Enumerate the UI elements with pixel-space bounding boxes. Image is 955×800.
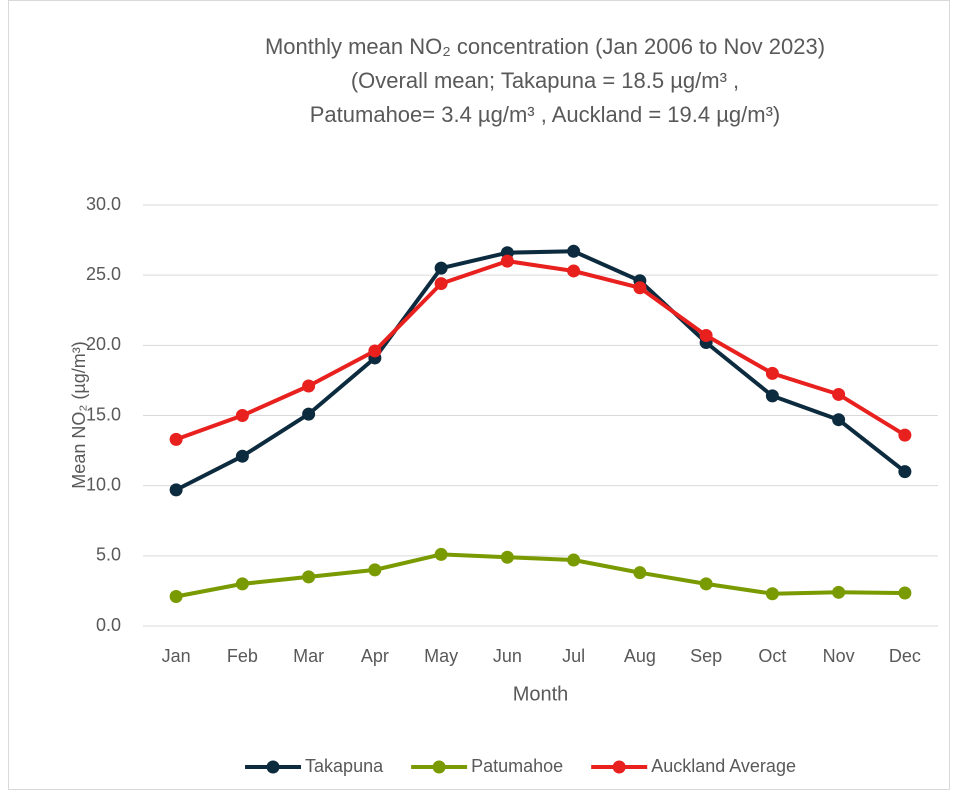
point (898, 586, 912, 600)
y-tick-label: 15.0 (86, 404, 121, 424)
chart-border (8, 0, 950, 790)
point (633, 281, 647, 295)
point (235, 577, 249, 591)
point (302, 570, 316, 584)
x-axis-title: Month (513, 683, 569, 705)
point (832, 387, 846, 401)
point (567, 244, 581, 258)
y-tick-label: 10.0 (86, 474, 121, 494)
y-tick-label: 25.0 (86, 264, 121, 284)
point (235, 409, 249, 422)
point (898, 465, 912, 479)
point (699, 329, 713, 343)
point (500, 254, 514, 268)
point (235, 449, 249, 463)
y-tick-label: 20.0 (86, 334, 121, 354)
y-tick-label: 5.0 (96, 545, 121, 565)
x-tick-label: Mar (293, 646, 324, 666)
x-tick-label: Sep (690, 646, 722, 666)
x-tick-label: Jan (162, 646, 191, 666)
point (169, 483, 183, 497)
legend-label: Takapuna (305, 756, 384, 776)
series-line (175, 259, 906, 442)
point (832, 413, 846, 427)
point (699, 577, 713, 591)
point (302, 379, 316, 393)
legend-marker (266, 760, 280, 774)
x-tick-label: Oct (758, 646, 786, 666)
point (765, 389, 779, 403)
chart-title: Patumahoe= 3.4 µg/m³ , Auckland = 19.4 µ… (310, 102, 781, 127)
point (567, 264, 581, 278)
chart-title: (Overall mean; Takapuna = 18.5 µg/m³ , (351, 68, 739, 93)
legend-marker (612, 760, 626, 774)
x-tick-label: Apr (361, 646, 389, 666)
series-line (175, 249, 907, 492)
point (169, 590, 183, 604)
y-tick-label: 0.0 (96, 615, 121, 635)
point (169, 432, 183, 446)
x-tick-label: Jun (493, 646, 522, 666)
x-tick-label: Jul (562, 646, 585, 666)
point (832, 585, 846, 599)
point (434, 277, 448, 291)
series-line (175, 552, 905, 599)
x-tick-label: Feb (227, 646, 258, 666)
point (765, 587, 779, 601)
point (898, 428, 912, 442)
x-tick-label: May (424, 646, 458, 666)
chart-title: Monthly mean NO₂ concentration (Jan 2006… (265, 34, 825, 59)
x-tick-label: Nov (823, 646, 855, 666)
point (368, 563, 382, 577)
x-tick-label: Dec (889, 646, 921, 666)
y-axis-title: Mean NO₂ (µg/m³) (69, 341, 89, 488)
point (500, 550, 514, 564)
point (368, 344, 382, 358)
point (633, 566, 647, 580)
point (567, 553, 581, 567)
y-tick-label: 30.0 (86, 194, 121, 214)
legend-marker (432, 760, 446, 774)
legend-label: Auckland Average (651, 756, 796, 776)
point (302, 407, 316, 421)
point (434, 261, 448, 275)
x-tick-label: Aug (624, 646, 656, 666)
point (765, 366, 779, 380)
point (434, 547, 448, 561)
legend-label: Patumahoe (471, 756, 563, 776)
